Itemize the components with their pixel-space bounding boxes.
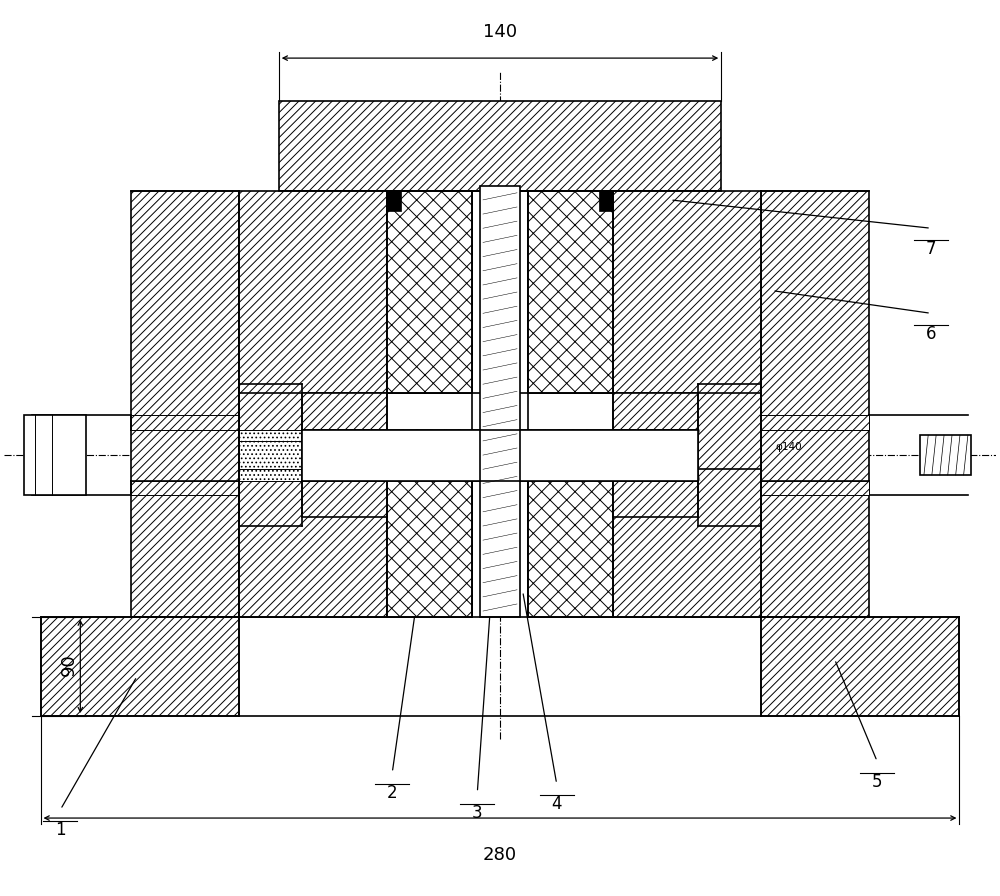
Bar bbox=[387, 192, 401, 211]
Bar bbox=[528, 192, 613, 392]
Bar bbox=[480, 185, 520, 616]
Text: 6: 6 bbox=[926, 324, 936, 342]
Text: 280: 280 bbox=[483, 847, 517, 865]
Polygon shape bbox=[131, 416, 239, 429]
Bar bbox=[24, 416, 86, 495]
Bar bbox=[387, 470, 472, 616]
Bar bbox=[528, 192, 613, 392]
Bar bbox=[761, 192, 869, 616]
Text: 140: 140 bbox=[483, 23, 517, 41]
Text: 90: 90 bbox=[60, 653, 78, 676]
Bar bbox=[613, 192, 761, 392]
Text: 4: 4 bbox=[551, 796, 562, 814]
Bar bbox=[528, 470, 613, 616]
Polygon shape bbox=[613, 480, 698, 518]
Bar bbox=[761, 616, 959, 716]
Polygon shape bbox=[761, 416, 869, 429]
Bar bbox=[239, 192, 387, 392]
Polygon shape bbox=[302, 392, 387, 429]
Text: φ90±47: φ90±47 bbox=[319, 410, 329, 452]
Polygon shape bbox=[131, 480, 239, 495]
Polygon shape bbox=[239, 429, 302, 480]
Bar bbox=[279, 100, 721, 192]
Bar bbox=[613, 470, 761, 616]
Bar bbox=[613, 251, 761, 616]
Text: 2: 2 bbox=[387, 784, 398, 802]
Polygon shape bbox=[613, 392, 698, 429]
Polygon shape bbox=[761, 480, 869, 495]
Bar bbox=[387, 192, 472, 392]
Bar bbox=[599, 192, 613, 211]
Text: φ140: φ140 bbox=[775, 443, 802, 452]
Text: 7: 7 bbox=[926, 239, 936, 257]
Bar bbox=[239, 251, 387, 616]
Bar bbox=[302, 429, 698, 480]
Polygon shape bbox=[302, 480, 387, 518]
Bar bbox=[387, 251, 613, 616]
Bar bbox=[239, 470, 387, 616]
Text: 5: 5 bbox=[872, 772, 882, 790]
Bar bbox=[387, 470, 472, 616]
Bar bbox=[302, 429, 698, 480]
Text: 1: 1 bbox=[55, 821, 66, 839]
Text: 3: 3 bbox=[472, 804, 483, 822]
Bar bbox=[920, 435, 971, 475]
Bar bbox=[528, 470, 613, 616]
Bar bbox=[131, 192, 239, 616]
Bar bbox=[41, 616, 239, 716]
Bar bbox=[387, 192, 472, 392]
